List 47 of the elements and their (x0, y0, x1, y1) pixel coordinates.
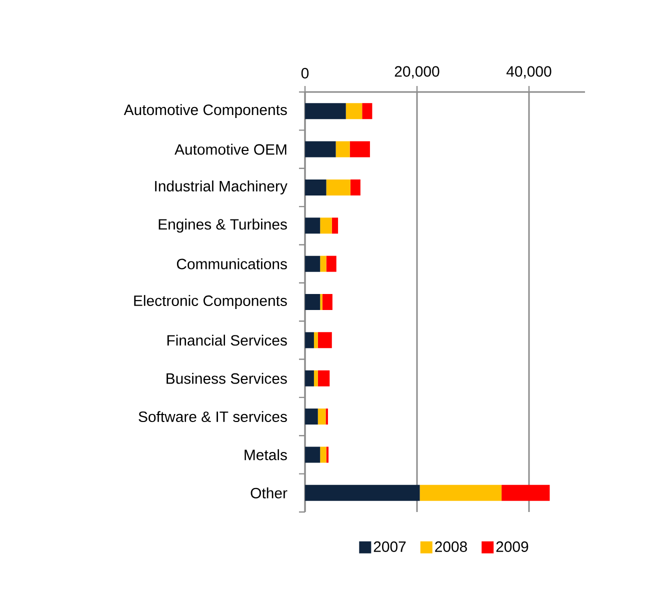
bar (332, 218, 338, 234)
bar (305, 294, 320, 310)
y-tick-label: Industrial Machinery (155, 180, 288, 194)
x-tick-label: 0 (301, 68, 309, 78)
y-tick-label: Metals (244, 449, 287, 460)
bar (502, 484, 550, 501)
bar (305, 484, 420, 501)
y-tick-label: Automotive Components (124, 104, 287, 118)
bar (305, 370, 314, 386)
bar (305, 103, 346, 120)
bar (320, 446, 326, 463)
bar (346, 103, 362, 120)
y-tick-label: Automotive OEM (174, 144, 286, 155)
bar (305, 408, 318, 425)
legend-label: 2008 (435, 541, 467, 552)
y-tick-label: Engines & Turbines (158, 218, 287, 233)
bar (362, 103, 372, 120)
bar (318, 408, 326, 425)
bar (314, 370, 318, 386)
bar (305, 256, 320, 272)
bar (350, 179, 360, 196)
bar (318, 332, 332, 348)
legend-label: 2007 (374, 541, 406, 552)
bar (326, 179, 350, 196)
bar (320, 218, 332, 234)
y-tick-label: Electronic Components (134, 295, 287, 309)
y-tick-label: Financial Services (167, 334, 287, 346)
y-tick-label: Software & IT services (138, 411, 287, 422)
bar (326, 256, 336, 272)
bar (305, 218, 320, 234)
bar (322, 294, 332, 310)
bar (318, 370, 330, 386)
bar (420, 484, 502, 501)
x-tick-label: 20,000 (394, 66, 440, 78)
bar (305, 141, 336, 158)
x-tick-label: 40,000 (506, 66, 552, 78)
bar (320, 256, 326, 272)
bar (350, 141, 370, 158)
y-tick-label: Business Services (166, 372, 287, 384)
bar (314, 332, 318, 348)
bar (305, 446, 320, 463)
legend-label: 2009 (496, 541, 528, 552)
bar (305, 179, 326, 196)
bar (305, 332, 314, 348)
y-tick-label: Other (250, 487, 288, 498)
y-tick-label: Communications (176, 258, 287, 270)
bar (336, 141, 350, 158)
